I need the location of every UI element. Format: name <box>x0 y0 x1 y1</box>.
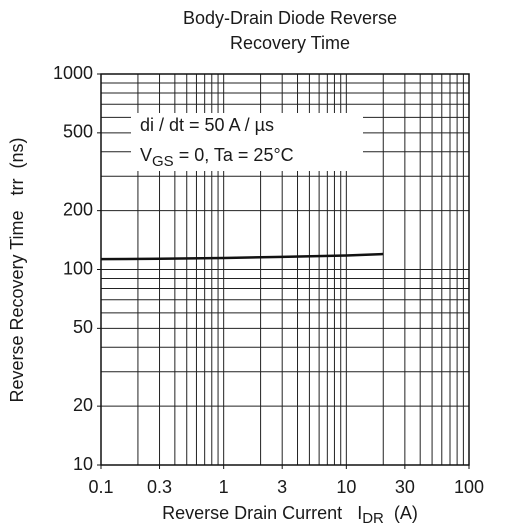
x-axis-label: Reverse Drain Current IDR (A) <box>162 503 418 527</box>
x-axis-label: Reverse Drain Current I <box>162 503 362 523</box>
x-tick-label: 0.1 <box>88 477 113 497</box>
x-axis-label: DR <box>362 510 384 527</box>
y-tick-label: 500 <box>63 122 93 142</box>
annotation: VGS = 0, Ta = 25°C <box>140 145 294 170</box>
chart-title: Recovery Time <box>230 33 350 53</box>
y-tick-label: 200 <box>63 199 93 219</box>
annotation: = 0, Ta = 25°C <box>174 145 294 165</box>
chart-title: Body-Drain Diode Reverse <box>183 8 397 28</box>
x-tick-label: 30 <box>395 477 415 497</box>
y-tick-label: 50 <box>73 317 93 337</box>
x-tick-label: 1 <box>219 477 229 497</box>
annotation-box <box>131 113 363 171</box>
y-tick-label: 1000 <box>53 63 93 83</box>
x-tick-label: 0.3 <box>147 477 172 497</box>
annotation: di / dt = 50 A / µs <box>140 115 274 135</box>
data-line <box>100 252 384 261</box>
annotation: V <box>140 145 152 165</box>
y-axis-label: Reverse Recovery Time trr (ns) <box>7 137 27 402</box>
y-tick-label: 100 <box>63 258 93 278</box>
x-axis-label: (A) <box>384 503 418 523</box>
x-tick-label: 3 <box>277 477 287 497</box>
y-tick-label: 20 <box>73 395 93 415</box>
y-tick-label: 10 <box>73 454 93 474</box>
x-tick-label: 100 <box>454 477 484 497</box>
annotation: GS <box>152 153 174 170</box>
x-tick-label: 10 <box>336 477 356 497</box>
